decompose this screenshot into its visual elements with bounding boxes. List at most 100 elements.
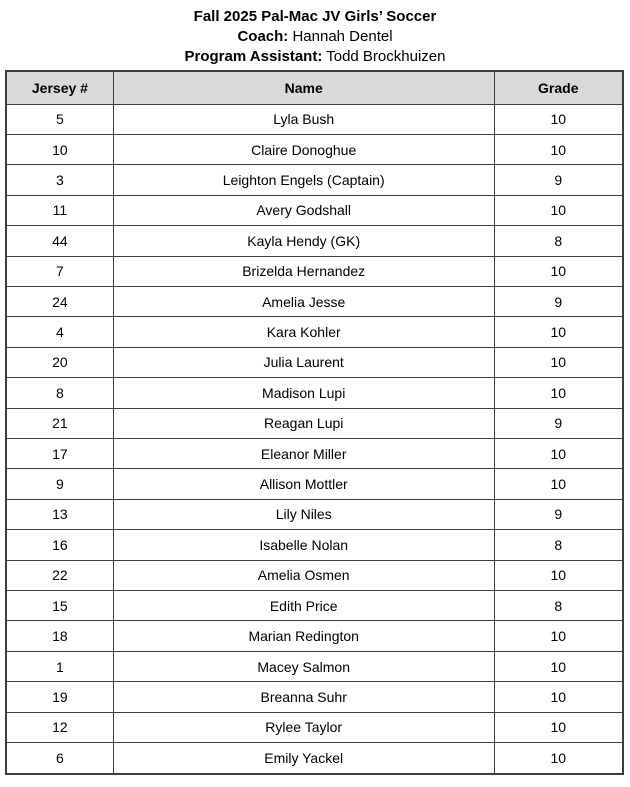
name-cell: Claire Donoghue: [112, 133, 495, 166]
grade-cell: 8: [493, 529, 624, 561]
jersey-cell: 13: [5, 498, 114, 531]
name-cell: Eleanor Miller: [112, 437, 495, 470]
jersey-cell: 19: [5, 681, 114, 713]
name-cell: Brizelda Hernandez: [112, 255, 495, 287]
jersey-cell: 7: [5, 255, 114, 287]
program-assistant-label: Program Assistant:: [184, 48, 323, 65]
name-cell: Leighton Engels (Captain): [112, 164, 495, 196]
roster-table-body: 5 Lyla Bush 10 10 Claire Donoghue 10 3 Leighton…: [5, 103, 624, 775]
table-row: 11 Avery Godshall 10: [5, 194, 624, 227]
grade-cell: 10: [493, 255, 624, 287]
jersey-cell: 44: [5, 225, 114, 257]
grade-cell: 10: [493, 650, 624, 683]
name-cell: Lyla Bush: [112, 103, 495, 135]
grade-cell: 10: [493, 620, 624, 652]
grade-cell: 9: [493, 285, 624, 318]
column-header-grade: Grade: [493, 70, 624, 105]
page-title: Fall 2025 Pal-Mac JV Girls’ Soccer: [193, 8, 437, 25]
name-cell: Edith Price: [112, 589, 495, 622]
name-cell: Reagan Lupi: [112, 407, 495, 439]
jersey-cell: 12: [5, 711, 114, 744]
coach-name: Hannah Dentel: [292, 28, 393, 45]
coach-line: Coach: Hannah Dentel: [0, 27, 630, 47]
grade-cell: 10: [493, 133, 624, 166]
table-row: 18 Marian Redington 10: [5, 620, 624, 652]
table-row: 6 Emily Yackel 10: [5, 742, 624, 775]
name-cell: Breanna Suhr: [112, 681, 495, 713]
program-assistant-line: Program Assistant: Todd Brockhuizen: [0, 47, 630, 67]
name-cell: Amelia Osmen: [112, 559, 495, 592]
grade-cell: 10: [493, 681, 624, 713]
grade-cell: 10: [493, 316, 624, 348]
grade-cell: 10: [493, 346, 624, 379]
table-row: 24 Amelia Jesse 9: [5, 285, 624, 318]
roster-table-head: Jersey # Name Grade: [5, 70, 624, 105]
grade-cell: 10: [493, 711, 624, 744]
name-cell: Kayla Hendy (GK): [112, 225, 495, 257]
grade-cell: 10: [493, 742, 624, 775]
table-row: 16 Isabelle Nolan 8: [5, 529, 624, 561]
name-cell: Allison Mottler: [112, 468, 495, 500]
jersey-cell: 18: [5, 620, 114, 652]
table-row: 13 Lily Niles 9: [5, 498, 624, 531]
jersey-cell: 1: [5, 650, 114, 683]
grade-cell: 9: [493, 407, 624, 439]
header-row: Jersey # Name Grade: [5, 70, 624, 105]
jersey-cell: 9: [5, 468, 114, 500]
table-row: 21 Reagan Lupi 9: [5, 407, 624, 439]
jersey-cell: 21: [5, 407, 114, 439]
coach-label: Coach:: [237, 28, 289, 45]
name-cell: Kara Kohler: [112, 316, 495, 348]
table-row: 3 Leighton Engels (Captain) 9: [5, 164, 624, 196]
jersey-cell: 24: [5, 285, 114, 318]
jersey-cell: 11: [5, 194, 114, 227]
roster-table: Jersey # Name Grade 5 Lyla Bush 10 10 Claire…: [5, 70, 624, 775]
grade-cell: 8: [493, 589, 624, 622]
jersey-cell: 22: [5, 559, 114, 592]
grade-cell: 8: [493, 225, 624, 257]
table-row: 44 Kayla Hendy (GK) 8: [5, 225, 624, 257]
table-row: 10 Claire Donoghue 10: [5, 133, 624, 166]
table-row: 1 Macey Salmon 10: [5, 650, 624, 683]
table-row: 4 Kara Kohler 10: [5, 316, 624, 348]
table-row: 15 Edith Price 8: [5, 589, 624, 622]
jersey-cell: 16: [5, 529, 114, 561]
grade-cell: 9: [493, 498, 624, 531]
column-header-jersey: Jersey #: [5, 70, 114, 105]
name-cell: Amelia Jesse: [112, 285, 495, 318]
table-row: 5 Lyla Bush 10: [5, 103, 624, 135]
grade-cell: 10: [493, 559, 624, 592]
name-cell: Julia Laurent: [112, 346, 495, 379]
name-cell: Marian Redington: [112, 620, 495, 652]
jersey-cell: 6: [5, 742, 114, 775]
name-cell: Macey Salmon: [112, 650, 495, 683]
jersey-cell: 20: [5, 346, 114, 379]
table-row: 12 Rylee Taylor 10: [5, 711, 624, 744]
jersey-cell: 3: [5, 164, 114, 196]
jersey-cell: 5: [5, 103, 114, 135]
jersey-cell: 17: [5, 437, 114, 470]
name-cell: Avery Godshall: [112, 194, 495, 227]
table-row: 19 Breanna Suhr 10: [5, 681, 624, 713]
jersey-cell: 15: [5, 589, 114, 622]
jersey-cell: 10: [5, 133, 114, 166]
table-row: 9 Allison Mottler 10: [5, 468, 624, 500]
name-cell: Emily Yackel: [112, 742, 495, 775]
table-row: 17 Eleanor Miller 10: [5, 437, 624, 470]
jersey-cell: 8: [5, 377, 114, 409]
grade-cell: 9: [493, 164, 624, 196]
name-cell: Isabelle Nolan: [112, 529, 495, 561]
table-row: 7 Brizelda Hernandez 10: [5, 255, 624, 287]
grade-cell: 10: [493, 437, 624, 470]
name-cell: Madison Lupi: [112, 377, 495, 409]
table-row: 20 Julia Laurent 10: [5, 346, 624, 379]
grade-cell: 10: [493, 103, 624, 135]
column-header-name: Name: [112, 70, 495, 105]
table-row: 22 Amelia Osmen 10: [5, 559, 624, 592]
grade-cell: 10: [493, 468, 624, 500]
program-assistant-name: Todd Brockhuizen: [326, 48, 446, 65]
table-row: 8 Madison Lupi 10: [5, 377, 624, 409]
name-cell: Rylee Taylor: [112, 711, 495, 744]
document-header: Fall 2025 Pal-Mac JV Girls’ Soccer Coach…: [0, 0, 630, 67]
grade-cell: 10: [493, 377, 624, 409]
